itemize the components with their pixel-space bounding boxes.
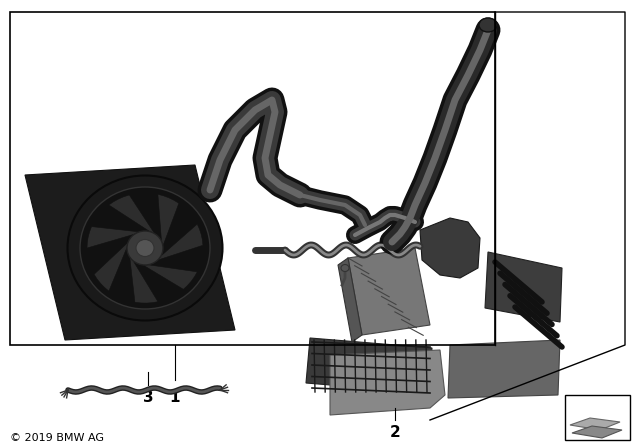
Polygon shape: [157, 224, 203, 260]
Polygon shape: [420, 218, 480, 278]
Ellipse shape: [136, 240, 154, 257]
Bar: [565, 395, 630, 440]
Polygon shape: [330, 350, 445, 415]
Text: 3: 3: [143, 390, 154, 405]
Text: 506104: 506104: [579, 432, 618, 442]
Ellipse shape: [80, 187, 210, 309]
Polygon shape: [158, 194, 179, 246]
Polygon shape: [485, 252, 562, 322]
Polygon shape: [25, 165, 235, 340]
Polygon shape: [338, 258, 362, 342]
Polygon shape: [130, 257, 158, 303]
Ellipse shape: [479, 18, 497, 32]
Polygon shape: [306, 338, 432, 393]
Ellipse shape: [67, 176, 223, 320]
Polygon shape: [94, 242, 128, 291]
Polygon shape: [570, 418, 620, 430]
Ellipse shape: [341, 264, 349, 271]
Polygon shape: [348, 248, 430, 335]
Polygon shape: [87, 227, 139, 248]
Text: 2: 2: [390, 425, 401, 440]
Text: 1: 1: [170, 390, 180, 405]
Bar: [10, 12, 495, 345]
Text: © 2019 BMW AG: © 2019 BMW AG: [10, 433, 104, 443]
Polygon shape: [448, 340, 560, 398]
Polygon shape: [572, 426, 622, 438]
Polygon shape: [109, 195, 155, 233]
Ellipse shape: [127, 231, 163, 265]
Polygon shape: [143, 265, 197, 289]
